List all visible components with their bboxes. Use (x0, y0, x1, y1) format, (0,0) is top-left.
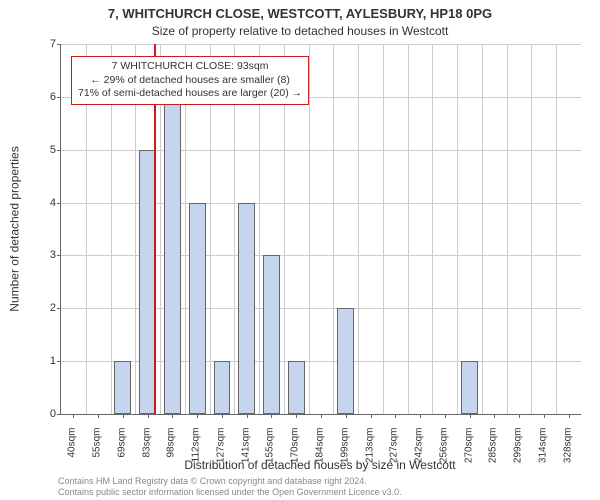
y-tick-mark (57, 361, 61, 362)
x-tick-label: 199sqm (339, 428, 350, 468)
footer-attribution: Contains HM Land Registry data © Crown c… (58, 476, 402, 498)
x-tick-mark (346, 414, 347, 418)
y-tick-label: 3 (36, 249, 56, 261)
x-tick-mark (470, 414, 471, 418)
plot-area: 7 WHITCHURCH CLOSE: 93sqm ← 29% of detac… (60, 44, 581, 415)
gridline-v (383, 44, 384, 414)
y-tick-mark (57, 308, 61, 309)
y-tick-label: 4 (36, 197, 56, 209)
x-tick-label: 55sqm (92, 428, 103, 468)
x-tick-label: 299sqm (513, 428, 524, 468)
bar (461, 361, 478, 414)
x-tick-mark (197, 414, 198, 418)
x-tick-label: 184sqm (315, 428, 326, 468)
x-tick-label: 270sqm (463, 428, 474, 468)
y-tick-mark (57, 150, 61, 151)
info-box: 7 WHITCHURCH CLOSE: 93sqm ← 29% of detac… (71, 56, 309, 105)
x-tick-label: 127sqm (215, 428, 226, 468)
bar (337, 308, 354, 414)
bar (288, 361, 305, 414)
x-tick-mark (321, 414, 322, 418)
x-tick-label: 69sqm (116, 428, 127, 468)
x-tick-mark (222, 414, 223, 418)
x-tick-mark (371, 414, 372, 418)
gridline-v (531, 44, 532, 414)
x-tick-label: 328sqm (562, 428, 573, 468)
info-line-2: ← 29% of detached houses are smaller (8) (78, 74, 302, 88)
x-tick-mark (420, 414, 421, 418)
x-tick-mark (148, 414, 149, 418)
x-tick-label: 227sqm (389, 428, 400, 468)
chart-container: 7, WHITCHURCH CLOSE, WESTCOTT, AYLESBURY… (0, 0, 600, 500)
bar (189, 203, 206, 414)
x-tick-label: 285sqm (488, 428, 499, 468)
y-tick-mark (57, 255, 61, 256)
bar (263, 255, 280, 414)
gridline-v (482, 44, 483, 414)
gridline-v (358, 44, 359, 414)
gridline-v (507, 44, 508, 414)
bar (164, 97, 181, 414)
y-axis-label: Number of detached properties (8, 44, 22, 414)
x-tick-label: 213sqm (364, 428, 375, 468)
x-tick-label: 141sqm (240, 428, 251, 468)
y-tick-label: 5 (36, 144, 56, 156)
gridline-v (457, 44, 458, 414)
y-tick-label: 2 (36, 302, 56, 314)
x-tick-mark (494, 414, 495, 418)
x-tick-label: 83sqm (141, 428, 152, 468)
y-tick-mark (57, 44, 61, 45)
x-tick-mark (247, 414, 248, 418)
x-tick-label: 155sqm (265, 428, 276, 468)
y-tick-mark (57, 203, 61, 204)
x-tick-label: 314sqm (537, 428, 548, 468)
y-tick-label: 1 (36, 355, 56, 367)
info-line-1: 7 WHITCHURCH CLOSE: 93sqm (78, 60, 302, 74)
x-tick-mark (98, 414, 99, 418)
title-main: 7, WHITCHURCH CLOSE, WESTCOTT, AYLESBURY… (0, 6, 600, 21)
footer-line-2: Contains public sector information licen… (58, 487, 402, 498)
x-tick-mark (569, 414, 570, 418)
x-tick-mark (73, 414, 74, 418)
bar (214, 361, 231, 414)
y-tick-label: 7 (36, 38, 56, 50)
x-tick-label: 98sqm (166, 428, 177, 468)
x-tick-label: 242sqm (414, 428, 425, 468)
gridline-v (333, 44, 334, 414)
x-tick-mark (296, 414, 297, 418)
x-tick-mark (271, 414, 272, 418)
x-tick-mark (544, 414, 545, 418)
y-tick-mark (57, 414, 61, 415)
bar (238, 203, 255, 414)
x-tick-mark (395, 414, 396, 418)
bar (114, 361, 131, 414)
x-tick-label: 112sqm (191, 428, 202, 468)
y-tick-label: 0 (36, 408, 56, 420)
gridline-v (556, 44, 557, 414)
x-tick-label: 170sqm (290, 428, 301, 468)
x-tick-label: 256sqm (438, 428, 449, 468)
info-line-3: 71% of semi-detached houses are larger (… (78, 87, 302, 101)
gridline-h (61, 44, 581, 45)
x-tick-mark (172, 414, 173, 418)
title-sub: Size of property relative to detached ho… (0, 24, 600, 38)
x-tick-mark (445, 414, 446, 418)
footer-line-1: Contains HM Land Registry data © Crown c… (58, 476, 402, 487)
x-tick-mark (123, 414, 124, 418)
y-tick-label: 6 (36, 91, 56, 103)
y-tick-mark (57, 97, 61, 98)
gridline-v (432, 44, 433, 414)
x-tick-label: 40sqm (67, 428, 78, 468)
x-tick-mark (519, 414, 520, 418)
gridline-v (408, 44, 409, 414)
